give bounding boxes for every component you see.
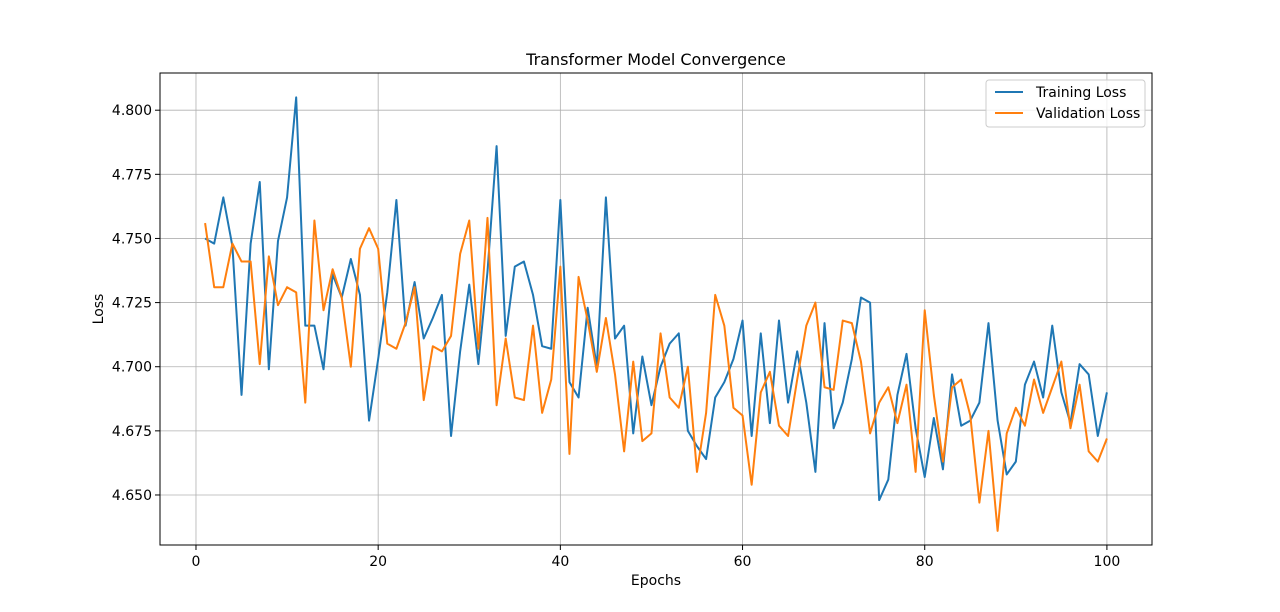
legend-label-validation-loss: Validation Loss bbox=[1036, 106, 1140, 122]
plot-frame bbox=[159, 72, 1153, 546]
y-tick-label: 4.725 bbox=[112, 296, 152, 312]
y-tick-label: 4.675 bbox=[112, 424, 152, 440]
series-lines bbox=[204, 96, 1108, 532]
y-tick-label: 4.650 bbox=[112, 488, 152, 504]
y-tick-label: 4.750 bbox=[112, 231, 152, 247]
y-axis-label: Loss bbox=[91, 294, 107, 325]
x-tick-label: 0 bbox=[192, 554, 201, 570]
x-tick-label: 100 bbox=[1094, 554, 1121, 570]
legend-box bbox=[985, 79, 1146, 128]
legend-label-training-loss: Training Loss bbox=[1035, 85, 1126, 101]
x-tick-label: 60 bbox=[734, 554, 752, 570]
chart-title: Transformer Model Convergence bbox=[525, 50, 786, 69]
grid-lines bbox=[160, 73, 1152, 545]
x-tick-label: 40 bbox=[551, 554, 569, 570]
x-axis-ticks: 0 20 40 60 80 100 bbox=[192, 545, 1121, 570]
y-axis-ticks: 4.650 4.675 4.700 4.725 4.750 4.775 4.800 bbox=[112, 103, 160, 504]
y-tick-label: 4.800 bbox=[112, 103, 152, 119]
y-tick-label: 4.700 bbox=[112, 360, 152, 376]
x-tick-label: 20 bbox=[369, 554, 387, 570]
legend: Training Loss Validation Loss bbox=[985, 79, 1146, 128]
series-line-validation-loss bbox=[204, 216, 1108, 532]
x-axis-label: Epochs bbox=[631, 573, 681, 589]
y-tick-label: 4.775 bbox=[112, 167, 152, 183]
x-tick-label: 80 bbox=[916, 554, 934, 570]
